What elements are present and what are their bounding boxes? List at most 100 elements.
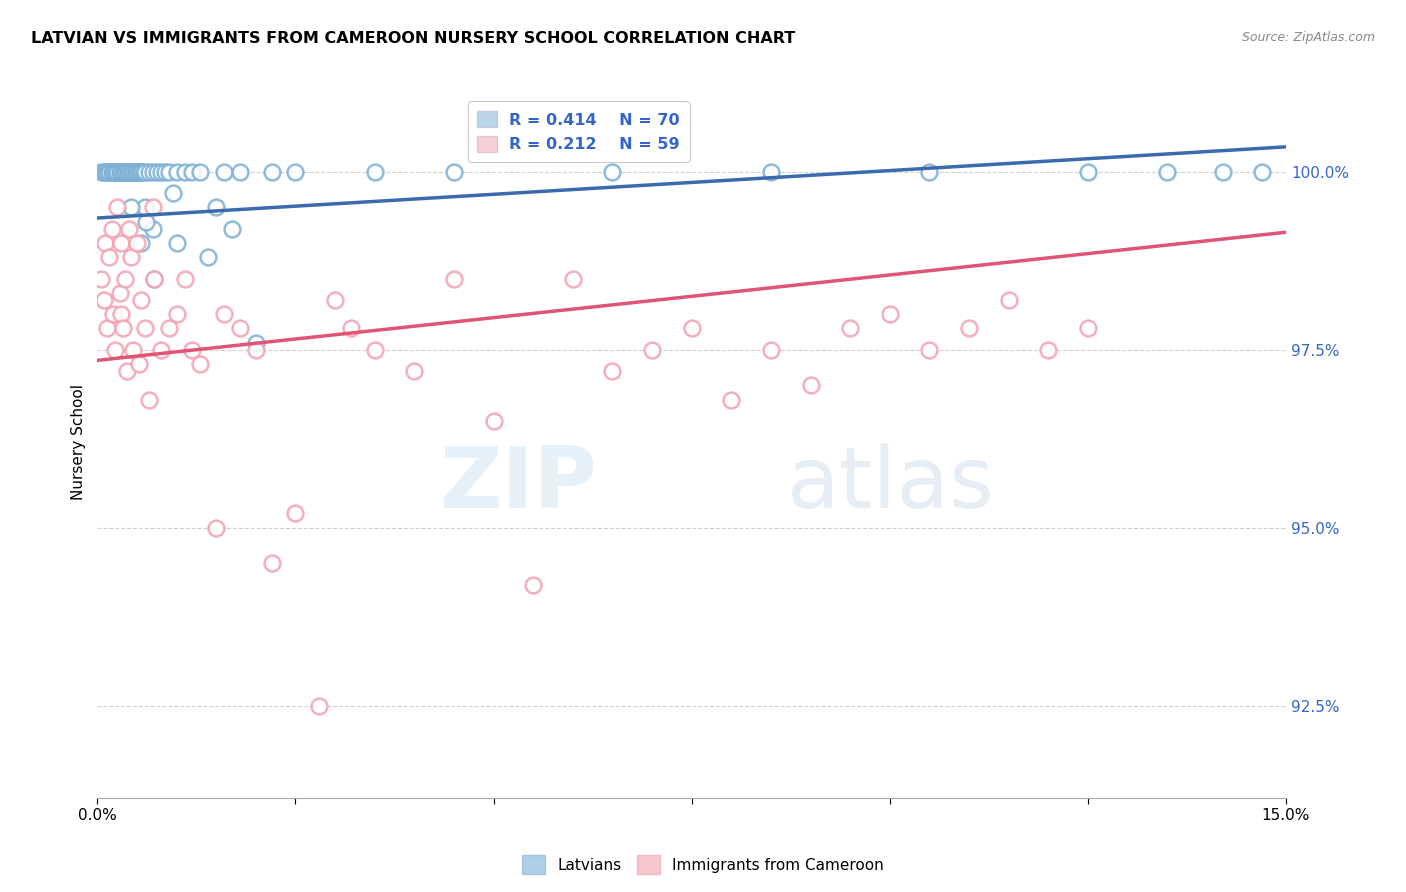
Point: [340, 321, 363, 335]
Point: [114, 165, 136, 179]
Point: [1077, 321, 1099, 335]
Point: [105, 200, 128, 214]
Point: [117, 364, 139, 378]
Y-axis label: Nursery School: Nursery School: [72, 384, 86, 500]
Point: [1212, 165, 1234, 179]
Point: [98, 250, 121, 264]
Point: [260, 556, 283, 570]
Point: [166, 307, 188, 321]
Point: [93, 293, 115, 307]
Point: [118, 165, 141, 179]
Point: [105, 165, 128, 179]
Point: [879, 307, 901, 321]
Point: [110, 165, 132, 179]
Point: [94, 165, 117, 179]
Point: [149, 343, 172, 357]
Text: atlas: atlas: [787, 443, 994, 526]
Point: [212, 165, 235, 179]
Point: [103, 165, 125, 179]
Point: [132, 165, 155, 179]
Point: [94, 235, 117, 250]
Point: [759, 343, 782, 357]
Point: [118, 221, 141, 235]
Point: [124, 165, 146, 179]
Point: [117, 165, 139, 179]
Point: [157, 321, 180, 335]
Point: [146, 165, 169, 179]
Point: [122, 343, 145, 357]
Point: [245, 343, 267, 357]
Point: [135, 214, 157, 228]
Point: [602, 364, 624, 378]
Point: [108, 285, 131, 300]
Point: [561, 271, 583, 285]
Point: [108, 165, 131, 179]
Point: [125, 235, 148, 250]
Point: [105, 165, 128, 179]
Point: [125, 165, 148, 179]
Point: [142, 200, 165, 214]
Point: [111, 165, 134, 179]
Point: [1156, 165, 1178, 179]
Point: [181, 165, 204, 179]
Text: Source: ZipAtlas.com: Source: ZipAtlas.com: [1241, 31, 1375, 45]
Point: [111, 321, 134, 335]
Point: [114, 165, 136, 179]
Point: [129, 165, 152, 179]
Point: [221, 221, 243, 235]
Point: [98, 165, 121, 179]
Point: [205, 520, 228, 534]
Point: [404, 364, 426, 378]
Point: [229, 321, 252, 335]
Point: [96, 165, 118, 179]
Point: [181, 343, 204, 357]
Point: [173, 165, 195, 179]
Point: [1038, 343, 1060, 357]
Point: [103, 165, 125, 179]
Point: [138, 392, 160, 407]
Point: [839, 321, 862, 335]
Point: [308, 698, 330, 713]
Point: [110, 165, 132, 179]
Point: [104, 165, 127, 179]
Point: [166, 235, 188, 250]
Legend: R = 0.414    N = 70, R = 0.212    N = 59: R = 0.414 N = 70, R = 0.212 N = 59: [468, 102, 689, 161]
Point: [142, 221, 165, 235]
Point: [98, 165, 121, 179]
Point: [90, 271, 112, 285]
Point: [173, 271, 195, 285]
Point: [918, 165, 941, 179]
Point: [104, 343, 127, 357]
Point: [997, 293, 1019, 307]
Point: [149, 165, 172, 179]
Point: [128, 165, 150, 179]
Point: [129, 235, 152, 250]
Point: [120, 250, 142, 264]
Point: [110, 165, 132, 179]
Legend: Latvians, Immigrants from Cameroon: Latvians, Immigrants from Cameroon: [516, 849, 890, 880]
Point: [96, 321, 118, 335]
Text: ZIP: ZIP: [439, 443, 596, 526]
Point: [142, 165, 165, 179]
Point: [129, 165, 152, 179]
Point: [100, 221, 122, 235]
Point: [229, 165, 252, 179]
Point: [125, 165, 148, 179]
Point: [143, 271, 166, 285]
Point: [602, 165, 624, 179]
Point: [260, 165, 283, 179]
Point: [1251, 165, 1274, 179]
Point: [162, 186, 184, 200]
Point: [120, 165, 142, 179]
Point: [759, 165, 782, 179]
Point: [157, 165, 180, 179]
Point: [122, 165, 145, 179]
Text: LATVIAN VS IMMIGRANTS FROM CAMEROON NURSERY SCHOOL CORRELATION CHART: LATVIAN VS IMMIGRANTS FROM CAMEROON NURS…: [31, 31, 796, 46]
Point: [110, 307, 132, 321]
Point: [482, 414, 505, 428]
Point: [134, 200, 156, 214]
Point: [114, 271, 136, 285]
Point: [138, 165, 160, 179]
Point: [245, 335, 267, 350]
Point: [323, 293, 346, 307]
